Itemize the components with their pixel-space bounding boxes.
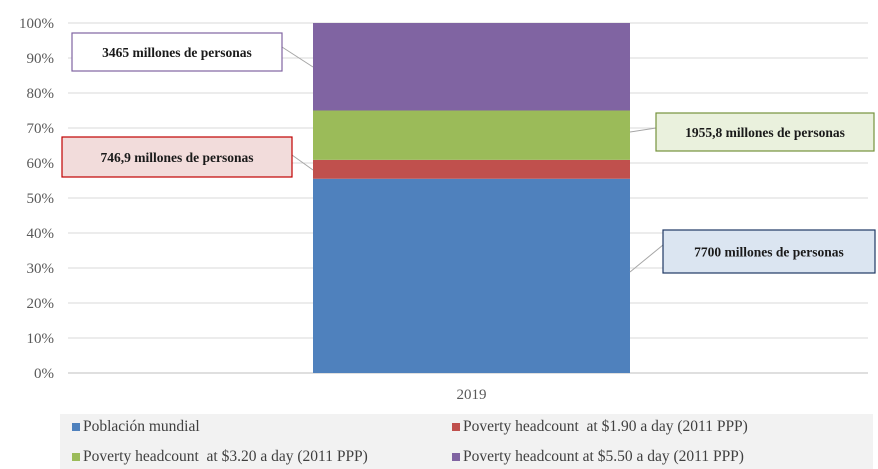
y-axis-tick-labels: 0% 10% 20% 30% 40% 50% 60% 70% 80% 90% 100% bbox=[19, 16, 54, 382]
callout-label: 1955,8 millones de personas bbox=[685, 125, 845, 140]
bar-segment bbox=[313, 178, 630, 373]
callout-leader-line bbox=[281, 46, 314, 68]
y-tick-label: 70% bbox=[27, 121, 55, 137]
callout-box bbox=[662, 229, 876, 274]
y-tick-label: 0% bbox=[34, 366, 54, 382]
callout-leader-line bbox=[629, 244, 664, 273]
callout-box bbox=[71, 32, 283, 72]
y-tick-label: 90% bbox=[27, 51, 55, 67]
legend-swatch bbox=[452, 423, 460, 431]
callout-annotations: 3465 millones de personas 1955,8 millones… bbox=[61, 32, 876, 274]
legend-background bbox=[60, 414, 873, 469]
callout-leader-line bbox=[629, 127, 657, 133]
y-tick-label: 100% bbox=[19, 16, 54, 32]
y-tick-label: 40% bbox=[27, 226, 55, 242]
callout-leader-line bbox=[291, 154, 314, 171]
legend-swatch bbox=[72, 423, 80, 431]
bar-segment bbox=[313, 159, 630, 179]
bar-segment bbox=[313, 23, 630, 111]
callout-box bbox=[655, 112, 875, 152]
callout-box bbox=[61, 136, 293, 178]
y-tick-label: 80% bbox=[27, 86, 55, 102]
legend-swatch bbox=[452, 453, 460, 461]
y-tick-label: 20% bbox=[27, 296, 55, 312]
legend-label: Poverty headcount at $5.50 a day (2011 P… bbox=[463, 448, 744, 465]
legend-label: Población mundial bbox=[83, 418, 200, 435]
y-tick-label: 50% bbox=[27, 191, 55, 207]
callout-label: 7700 millones de personas bbox=[694, 245, 844, 260]
legend-label: Poverty headcount at $1.90 a day (2011 P… bbox=[463, 418, 748, 435]
x-axis-tick-labels: 2019 bbox=[457, 387, 487, 403]
x-tick-label: 2019 bbox=[457, 387, 487, 403]
bar-segment bbox=[313, 110, 630, 160]
legend: Población mundial Poverty headcount at $1… bbox=[60, 414, 873, 469]
legend-swatch bbox=[72, 453, 80, 461]
callout-label: 746,9 millones de personas bbox=[100, 150, 253, 165]
bar-segments bbox=[313, 23, 630, 373]
callout-label: 3465 millones de personas bbox=[102, 45, 252, 60]
y-tick-label: 30% bbox=[27, 261, 55, 277]
legend-label: Poverty headcount at $3.20 a day (2011 P… bbox=[83, 448, 368, 465]
y-tick-label: 60% bbox=[27, 156, 55, 172]
y-tick-label: 10% bbox=[27, 331, 55, 347]
